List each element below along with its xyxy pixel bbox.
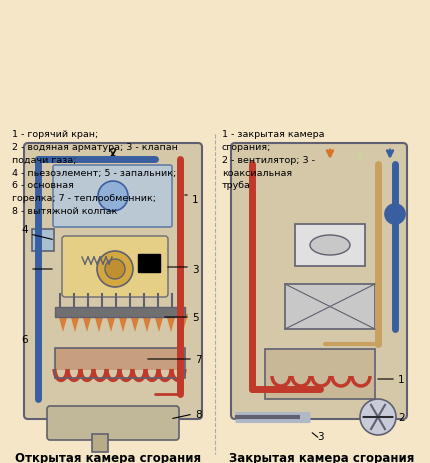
Text: 3: 3 [316,431,323,441]
Ellipse shape [310,236,350,256]
Bar [55,307,185,317]
Polygon shape [70,314,80,332]
Text: 1 - горячий кран;
2 - водяная арматура; 3 - клапан
подачи газа;
4 - пьезоэлемент: 1 - горячий кран; 2 - водяная арматура; … [12,130,178,216]
FancyBboxPatch shape [53,166,172,227]
FancyBboxPatch shape [231,144,407,419]
Text: 4: 4 [22,225,28,234]
Text: 1: 1 [192,194,199,205]
Text: 2: 2 [110,148,116,158]
Text: 5: 5 [192,313,199,322]
Polygon shape [94,314,104,332]
Bar [55,348,185,370]
Bar [285,284,375,329]
Polygon shape [58,314,68,332]
Bar [138,255,160,272]
Text: Закрытая камера сгорания: Закрытая камера сгорания [229,451,415,463]
Text: 1 - закрытая камера
сгорания;
2 - вентилятор; 3 -
коаксиальная
труба: 1 - закрытая камера сгорания; 2 - вентил… [222,130,325,190]
FancyBboxPatch shape [24,144,202,419]
FancyBboxPatch shape [47,406,179,440]
Circle shape [360,399,396,435]
Text: 3: 3 [192,264,199,275]
Polygon shape [106,314,116,332]
FancyBboxPatch shape [62,237,168,297]
Bar [295,225,365,266]
Circle shape [98,181,128,212]
Bar [92,434,108,452]
Polygon shape [142,314,152,332]
Text: 2: 2 [398,412,405,422]
Text: 6: 6 [22,334,28,344]
Circle shape [97,251,133,288]
Polygon shape [130,314,140,332]
Polygon shape [154,314,164,332]
Polygon shape [82,314,92,332]
Bar [55,348,185,378]
Polygon shape [118,314,128,332]
Text: 7: 7 [195,354,202,364]
Text: 8: 8 [195,409,202,419]
Text: 1: 1 [398,374,405,384]
Text: Открытая камера сгорания: Открытая камера сгорания [15,451,201,463]
Circle shape [105,259,125,279]
Bar [265,349,375,399]
Polygon shape [178,314,188,332]
Circle shape [385,205,405,225]
Polygon shape [166,314,176,332]
Bar [32,230,54,251]
